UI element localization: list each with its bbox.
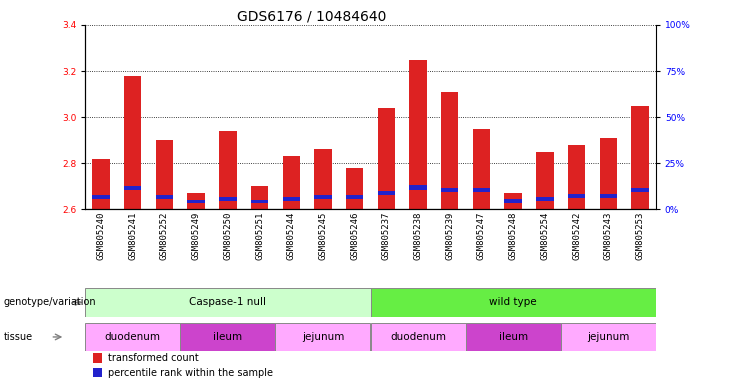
Bar xyxy=(409,185,427,190)
Bar xyxy=(187,200,205,203)
Bar xyxy=(85,323,180,351)
Bar xyxy=(505,199,522,203)
Bar xyxy=(251,186,268,209)
Bar xyxy=(93,159,110,209)
Bar xyxy=(370,288,656,317)
Bar xyxy=(378,191,395,195)
Text: GSM805247: GSM805247 xyxy=(477,211,486,260)
Text: GSM805244: GSM805244 xyxy=(287,211,296,260)
Bar xyxy=(180,323,276,351)
Text: tissue: tissue xyxy=(4,332,33,342)
Bar xyxy=(219,197,236,201)
Bar xyxy=(561,323,656,351)
Text: ileum: ileum xyxy=(499,332,528,342)
Bar xyxy=(505,193,522,209)
Bar xyxy=(124,185,142,190)
Bar xyxy=(473,129,490,209)
Text: Caspase-1 null: Caspase-1 null xyxy=(190,297,266,308)
Text: GSM805250: GSM805250 xyxy=(223,211,233,260)
Text: GSM805241: GSM805241 xyxy=(128,211,137,260)
Text: percentile rank within the sample: percentile rank within the sample xyxy=(108,367,273,378)
Bar xyxy=(124,76,142,209)
Bar xyxy=(282,197,300,201)
Text: GSM805246: GSM805246 xyxy=(350,211,359,260)
Bar xyxy=(441,92,459,209)
Bar xyxy=(93,195,110,199)
Bar xyxy=(599,194,617,198)
Text: wild type: wild type xyxy=(489,297,537,308)
Bar xyxy=(568,145,585,209)
Text: GSM805237: GSM805237 xyxy=(382,211,391,260)
Bar xyxy=(370,323,465,351)
Bar xyxy=(282,156,300,209)
Bar xyxy=(409,60,427,209)
Bar xyxy=(346,168,363,209)
Text: transformed count: transformed count xyxy=(108,353,199,363)
Text: ileum: ileum xyxy=(213,332,242,342)
Text: GDS6176 / 10484640: GDS6176 / 10484640 xyxy=(236,10,386,23)
Text: GSM805239: GSM805239 xyxy=(445,211,454,260)
Text: GSM805252: GSM805252 xyxy=(160,211,169,260)
Bar xyxy=(473,188,490,192)
Text: GSM805248: GSM805248 xyxy=(508,211,518,260)
Bar xyxy=(599,138,617,209)
Bar xyxy=(314,195,332,199)
Bar xyxy=(276,323,370,351)
Text: duodenum: duodenum xyxy=(104,332,161,342)
Text: GSM805253: GSM805253 xyxy=(636,211,645,260)
Bar xyxy=(85,288,370,317)
Bar xyxy=(631,188,648,192)
Bar xyxy=(187,193,205,209)
Bar xyxy=(378,108,395,209)
Bar xyxy=(156,140,173,209)
Bar xyxy=(536,152,554,209)
Bar xyxy=(441,188,459,192)
Text: jejunum: jejunum xyxy=(587,332,629,342)
Bar xyxy=(346,195,363,199)
Bar xyxy=(465,323,561,351)
Text: GSM805238: GSM805238 xyxy=(413,211,422,260)
Bar xyxy=(568,194,585,198)
Bar xyxy=(251,200,268,203)
Text: jejunum: jejunum xyxy=(302,332,344,342)
Text: genotype/variation: genotype/variation xyxy=(4,297,96,308)
Text: GSM805245: GSM805245 xyxy=(319,211,328,260)
Bar xyxy=(631,106,648,209)
Bar xyxy=(156,195,173,199)
Text: GSM805254: GSM805254 xyxy=(540,211,549,260)
Bar xyxy=(536,197,554,201)
Text: duodenum: duodenum xyxy=(390,332,446,342)
Bar xyxy=(219,131,236,209)
Text: GSM805251: GSM805251 xyxy=(255,211,264,260)
Text: GSM805243: GSM805243 xyxy=(604,211,613,260)
Bar xyxy=(314,149,332,209)
Text: GSM805240: GSM805240 xyxy=(96,211,105,260)
Text: GSM805242: GSM805242 xyxy=(572,211,581,260)
Text: GSM805249: GSM805249 xyxy=(192,211,201,260)
